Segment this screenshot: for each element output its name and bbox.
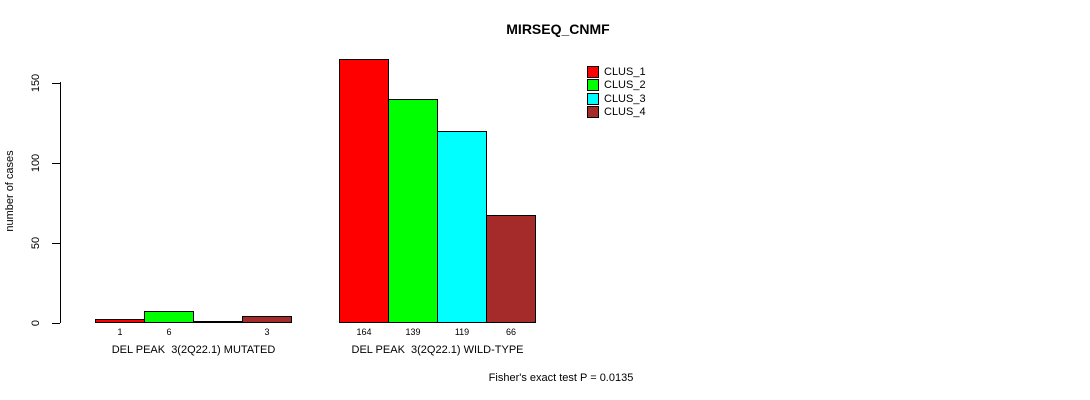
y-tick-mark	[52, 322, 60, 324]
y-tick-mark	[52, 162, 60, 164]
bar-clus_1	[339, 59, 389, 323]
y-tick-label: 0	[30, 319, 42, 326]
group-label: DEL PEAK 3(2Q22.1) MUTATED	[111, 344, 276, 356]
legend-item-clus_1: CLUS_1	[587, 66, 646, 78]
bar-value-label: 139	[405, 327, 421, 337]
annotation-text: Fisher's exact test P = 0.0135	[488, 372, 634, 384]
legend-swatch	[587, 93, 599, 105]
bar-clus_2	[144, 311, 194, 323]
y-tick-mark	[52, 242, 60, 244]
bar-value-label: 119	[454, 327, 470, 337]
legend-label: CLUS_3	[604, 93, 646, 105]
bar-clus_4	[242, 316, 292, 323]
legend-label: CLUS_2	[604, 79, 646, 91]
legend-item-clus_3: CLUS_3	[587, 93, 646, 105]
y-tick-label: 100	[30, 153, 42, 172]
legend-label: CLUS_4	[604, 106, 646, 118]
legend-item-clus_2: CLUS_2	[587, 79, 646, 91]
bar-value-label: 66	[505, 327, 517, 337]
bar-clus_3	[193, 321, 243, 323]
bar-value-label: 6	[166, 327, 172, 337]
bar-value-label: 1	[117, 327, 123, 337]
y-tick-mark	[52, 82, 60, 84]
legend-swatch	[587, 79, 599, 91]
chart-title: MIRSEQ_CNMF	[506, 21, 610, 37]
legend-swatch	[587, 106, 599, 118]
bar-clus_1	[95, 319, 145, 323]
legend-item-clus_4: CLUS_4	[587, 106, 646, 118]
legend-swatch	[587, 66, 599, 78]
bar-value-label: 3	[264, 327, 270, 337]
bar-value-label: 164	[356, 327, 372, 337]
bar-clus_4	[486, 215, 536, 323]
bar-clus_3	[437, 131, 487, 323]
y-tick-label: 50	[30, 236, 42, 249]
y-tick-label: 150	[30, 73, 42, 92]
y-axis-line	[60, 82, 61, 323]
bar-clus_2	[388, 99, 438, 323]
group-label: DEL PEAK 3(2Q22.1) WILD-TYPE	[351, 344, 524, 356]
legend-label: CLUS_1	[604, 66, 646, 78]
y-axis-label: number of cases	[4, 150, 16, 232]
